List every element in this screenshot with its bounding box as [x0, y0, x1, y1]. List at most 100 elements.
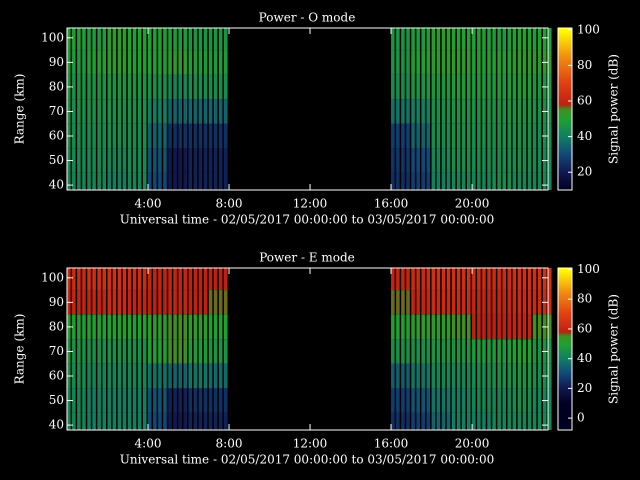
heatmap-cell [158, 123, 162, 149]
heatmap-cell [411, 290, 415, 315]
heatmap-cell [421, 339, 425, 364]
heatmap-cell [163, 123, 167, 149]
heatmap-cell [517, 50, 522, 75]
heatmap-cell [451, 123, 456, 149]
heatmap-cell [548, 339, 552, 364]
heatmap-cell [213, 339, 218, 364]
heatmap-cell [472, 28, 476, 51]
heatmap-cell [512, 268, 517, 291]
heatmap-cell [532, 28, 537, 51]
heatmap-cell [107, 314, 112, 340]
heatmap-cell [527, 172, 532, 190]
heatmap-cell [542, 172, 547, 190]
heatmap-cell [527, 290, 532, 315]
heatmap-cell [492, 123, 496, 149]
heatmap-cell [173, 363, 177, 389]
heatmap-cell [137, 123, 142, 149]
heatmap-cell [183, 74, 188, 100]
heatmap-cell [122, 339, 127, 364]
heatmap-cell [127, 339, 132, 364]
heatmap-cell [158, 290, 162, 315]
heatmap-cell [411, 412, 415, 430]
heatmap-cell [502, 50, 506, 75]
heatmap-cell [441, 74, 446, 100]
heatmap-cell [208, 172, 213, 190]
x-tick-label: 8:00 [216, 197, 243, 211]
heatmap-cell [193, 50, 198, 75]
heatmap-cell [401, 28, 405, 51]
heatmap-cell [112, 74, 117, 100]
heatmap-cell [416, 314, 420, 340]
heatmap-cell [537, 412, 542, 430]
heatmap-cell [512, 363, 517, 389]
heatmap-cell [117, 123, 122, 149]
y-tick-label: 50 [49, 393, 64, 407]
heatmap-cell [477, 339, 481, 364]
heatmap-cell [482, 50, 486, 75]
heatmap-cell [77, 50, 81, 75]
heatmap-cell [132, 172, 137, 190]
heatmap-cell [72, 290, 76, 315]
heatmap-cell [487, 290, 491, 315]
y-tick-label: 100 [41, 30, 64, 44]
heatmap-cell [487, 74, 491, 100]
heatmap-cell [168, 412, 172, 430]
heatmap-cell [436, 28, 441, 51]
heatmap-cell [137, 290, 142, 315]
heatmap-cell [497, 50, 501, 75]
heatmap-cell [213, 363, 218, 389]
heatmap-cell [461, 50, 466, 75]
heatmap-cell [391, 314, 395, 340]
heatmap-cell [208, 314, 213, 340]
x-axis-label: Universal time - 02/05/2017 00:00:00 to … [120, 213, 495, 227]
heatmap-cell [396, 99, 400, 124]
heatmap-cell [507, 290, 512, 315]
heatmap-cell [416, 99, 420, 124]
heatmap-cell [153, 99, 157, 124]
heatmap-cell [148, 172, 152, 190]
heatmap-cell [436, 339, 441, 364]
heatmap-cell [92, 172, 96, 190]
heatmap-cell [472, 388, 476, 413]
colorbar-tick-label: 60 [577, 93, 592, 107]
heatmap-cell [77, 363, 81, 389]
heatmap-cell [477, 412, 481, 430]
heatmap-cell [198, 74, 203, 100]
heatmap-cell [132, 50, 137, 75]
heatmap-cell [107, 123, 112, 149]
heatmap-cell [117, 268, 122, 291]
heatmap-cell [492, 363, 496, 389]
heatmap-cell [122, 148, 127, 173]
heatmap-cell [497, 172, 501, 190]
heatmap-cell [198, 363, 203, 389]
heatmap-cell [507, 363, 512, 389]
colorbar-tick-label: 100 [577, 22, 600, 36]
colorbar-tick-label: 20 [577, 165, 592, 179]
heatmap-cell [163, 74, 167, 100]
heatmap-cell [92, 74, 96, 100]
heatmap-cell [522, 50, 527, 75]
heatmap-cell [451, 268, 456, 291]
heatmap-cell [441, 290, 446, 315]
heatmap-cell [102, 363, 107, 389]
heatmap-cell [183, 363, 188, 389]
heatmap-cell [401, 339, 405, 364]
heatmap-cell [421, 28, 425, 51]
heatmap-cell [198, 339, 203, 364]
heatmap-cell [193, 290, 198, 315]
heatmap-cell [477, 148, 481, 173]
heatmap-cell [482, 148, 486, 173]
heatmap-cell [512, 123, 517, 149]
heatmap-cell [188, 99, 193, 124]
heatmap-cell [137, 412, 142, 430]
heatmap-cell [203, 123, 208, 149]
heatmap-cell [477, 50, 481, 75]
heatmap-cell [92, 268, 96, 291]
heatmap-cell [532, 74, 537, 100]
heatmap-cell [188, 412, 193, 430]
heatmap-cell [426, 148, 431, 173]
heatmap-cell [77, 74, 81, 100]
heatmap-cell [472, 172, 476, 190]
heatmap-cell [87, 290, 91, 315]
heatmap-cell [82, 412, 86, 430]
